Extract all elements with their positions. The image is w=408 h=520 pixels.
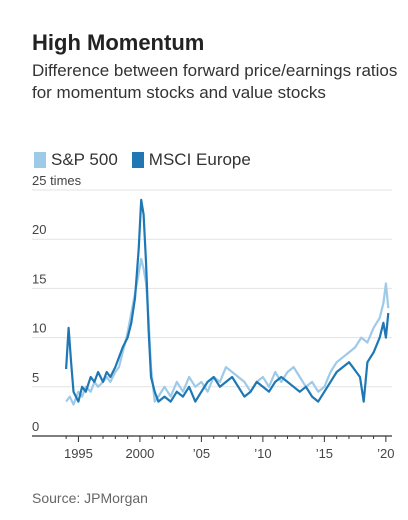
legend-item-sp500: S&P 500 xyxy=(34,150,118,170)
source-note: Source: JPMorgan xyxy=(32,490,148,506)
y-tick-label-5: 5 xyxy=(32,370,39,385)
x-tick-label-2015: ’15 xyxy=(316,446,333,461)
series-line-sp500 xyxy=(65,257,390,406)
legend-swatch-msci-europe xyxy=(131,152,144,168)
y-axis-ticks: 25 times 20 15 10 5 0 xyxy=(32,173,82,434)
chart-subtitle: Difference between forward price/earning… xyxy=(32,61,398,102)
legend: S&P 500 MSCI Europe xyxy=(34,150,265,170)
y-tick-label-25: 25 times xyxy=(32,173,82,188)
y-tick-label-15: 15 xyxy=(32,271,46,286)
legend-swatch-sp500 xyxy=(34,152,46,168)
series-lines xyxy=(65,198,390,406)
x-tick-label-2000: 2000 xyxy=(125,446,154,461)
line-chart: 25 times 20 15 10 5 0 1995 2000 ’05 ’10 ’15 ’20 xyxy=(32,173,395,461)
x-tick-label-2020: ’20 xyxy=(377,446,394,461)
legend-label-sp500: S&P 500 xyxy=(51,150,118,169)
x-tick-label-2010: ’10 xyxy=(254,446,271,461)
y-tick-label-0: 0 xyxy=(32,419,39,434)
legend-label-msci-europe: MSCI Europe xyxy=(148,150,251,169)
y-tick-label-20: 20 xyxy=(32,222,46,237)
y-tick-label-10: 10 xyxy=(32,321,46,336)
legend-item-msci-europe: MSCI Europe xyxy=(131,150,251,170)
x-tick-label-2005: ’05 xyxy=(193,446,210,461)
gridlines xyxy=(32,189,392,388)
series-line-msci-europe xyxy=(65,198,390,403)
x-tick-label-1995: 1995 xyxy=(64,446,93,461)
x-axis: 1995 2000 ’05 ’10 ’15 ’20 xyxy=(32,435,395,461)
chart-title: High Momentum xyxy=(32,30,205,55)
